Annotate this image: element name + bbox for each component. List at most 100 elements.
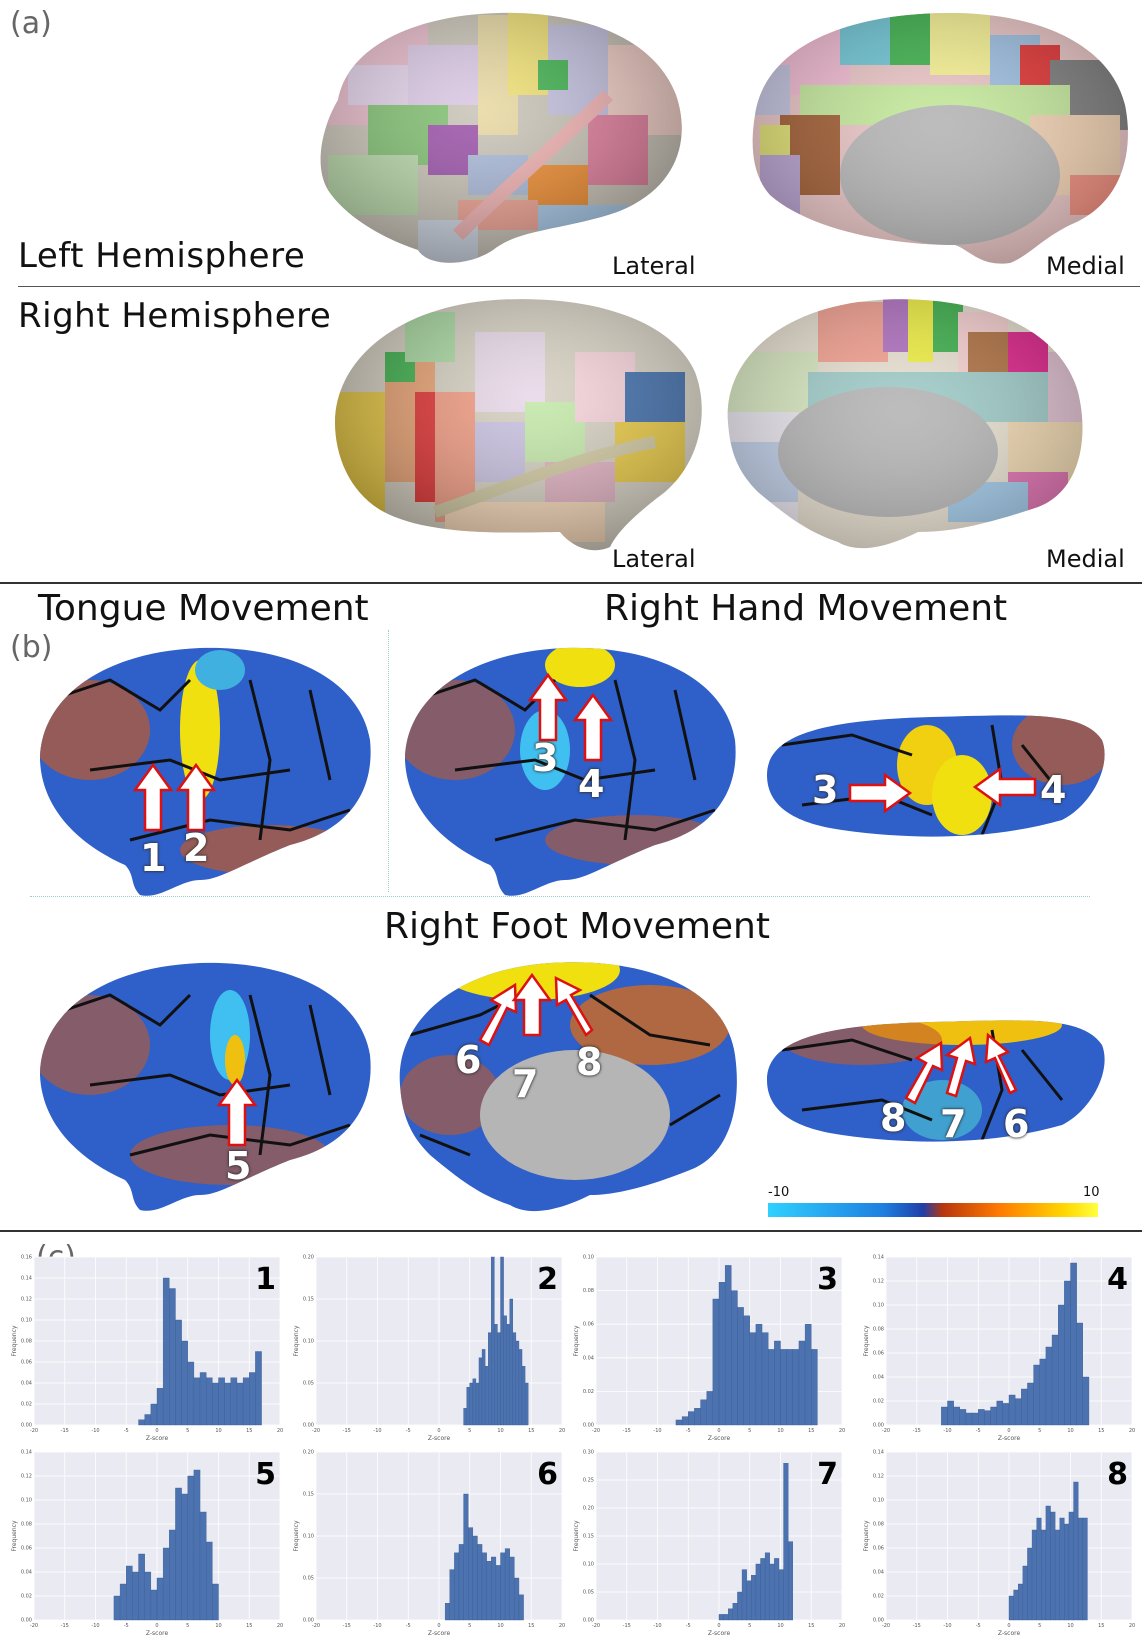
histogram-bar <box>487 1332 492 1426</box>
y-tick-label: 0.10 <box>303 1534 314 1540</box>
histogram-bar <box>965 1412 973 1426</box>
histogram-bar <box>126 1565 133 1621</box>
x-tick-label: -15 <box>61 1428 69 1434</box>
panel-b-c-divider <box>0 1230 1142 1232</box>
x-tick-label: 15 <box>808 1623 814 1629</box>
y-axis-label: Frequency <box>863 1520 870 1551</box>
x-axis-label: Z-score <box>428 1630 451 1637</box>
marker-6-dorsal: 6 <box>1003 1102 1030 1146</box>
panel-a-letter: (a) <box>10 6 52 41</box>
colorbar-min-label: -10 <box>768 1185 790 1200</box>
x-tick-label: 20 <box>277 1623 283 1629</box>
histogram-bar <box>941 1406 948 1426</box>
histogram-bar <box>486 1560 492 1621</box>
histogram-bar <box>1064 1280 1071 1426</box>
y-tick-label: 0.02 <box>21 1402 32 1408</box>
histogram-number: 7 <box>817 1457 838 1492</box>
histogram-bar <box>718 1282 726 1426</box>
histogram-bar <box>491 1256 495 1426</box>
y-tick-label: 0.08 <box>873 1522 884 1528</box>
histogram-bar <box>1033 1364 1040 1426</box>
histogram-bar <box>503 1315 507 1426</box>
x-tick-label: 5 <box>748 1623 751 1629</box>
x-tick-label: 10 <box>497 1623 503 1629</box>
histogram-bar <box>681 1416 689 1426</box>
histogram-number: 4 <box>1107 1262 1128 1297</box>
histogram-bar <box>494 1323 498 1426</box>
histogram-bar <box>199 1511 207 1621</box>
histogram-bar <box>481 1349 486 1426</box>
x-tick-label: 20 <box>839 1623 845 1629</box>
right-lateral-parcellation <box>335 299 702 551</box>
y-axis-label: Frequency <box>573 1325 580 1356</box>
marker-3-dorsal: 3 <box>812 768 839 812</box>
x-axis-label: Z-score <box>428 1435 451 1442</box>
histogram-bar <box>236 1382 244 1426</box>
histogram-bar <box>193 1469 201 1621</box>
left-lateral-label: Lateral <box>612 252 696 280</box>
y-tick-label: 0.00 <box>873 1423 884 1429</box>
x-tick-label: 5 <box>468 1623 471 1629</box>
y-tick-label: 0.00 <box>583 1423 594 1429</box>
histogram-bar <box>230 1377 238 1426</box>
histogram-bar <box>181 1340 188 1426</box>
zscore-colorbar <box>768 1203 1098 1217</box>
y-axis-label: Frequency <box>293 1325 300 1356</box>
histogram-number: 5 <box>255 1457 276 1492</box>
histogram-bar <box>255 1351 262 1426</box>
histogram-bar <box>774 1340 781 1426</box>
hand-foot-divider <box>30 896 1090 897</box>
histogram-bar <box>472 1378 477 1426</box>
x-tick-label: 20 <box>1129 1623 1135 1629</box>
y-tick-label: 0.00 <box>583 1618 594 1624</box>
x-tick-label: -20 <box>882 1623 890 1629</box>
y-tick-label: 0.15 <box>583 1534 594 1540</box>
histogram-bar <box>463 1407 467 1426</box>
x-tick-label: 5 <box>748 1428 751 1434</box>
histogram-bar <box>495 1565 501 1621</box>
histogram-bar <box>497 1332 501 1426</box>
x-tick-label: -5 <box>686 1428 691 1434</box>
y-tick-label: 0.20 <box>583 1506 594 1512</box>
histogram-bar <box>500 1552 506 1621</box>
marker-2: 2 <box>183 826 210 870</box>
y-tick-label: 0.06 <box>583 1322 594 1328</box>
histogram-bar <box>205 1541 213 1621</box>
histogram-bar <box>947 1400 954 1426</box>
y-tick-label: 0.00 <box>303 1423 314 1429</box>
histogram-bar <box>212 1382 219 1426</box>
histogram-bar <box>760 1558 766 1621</box>
histogram-bar <box>449 1569 455 1621</box>
histogram-bar <box>1018 1583 1024 1621</box>
histogram-bar <box>1057 1304 1065 1426</box>
y-tick-label: 0.10 <box>21 1498 32 1504</box>
histogram-bar <box>1051 1334 1059 1426</box>
foot-dorsal-activation-map <box>767 1020 1105 1142</box>
histogram-bar <box>804 1323 812 1426</box>
histogram-bar <box>1082 1517 1088 1621</box>
histogram-bar <box>144 1571 152 1621</box>
histogram-svg-1: -20 -15 -10 -5 0 5 10 15 20 0.00 0.02 0.04 0.06 0.08 0… <box>11 1255 283 1443</box>
y-tick-label: 0.15 <box>303 1492 314 1498</box>
x-tick-label: 5 <box>468 1428 471 1434</box>
histogram-1: -20 -15 -10 -5 0 5 10 15 20 0.00 0.02 0.04 0.06 0.08 0… <box>10 1245 283 1450</box>
histogram-bar <box>675 1419 683 1426</box>
right-foot-movement-title: Right Foot Movement <box>384 906 770 947</box>
panel-a-b-divider <box>0 582 1142 584</box>
x-tick-label: -15 <box>343 1623 351 1629</box>
y-tick-label: 0.04 <box>21 1381 32 1387</box>
x-tick-label: 5 <box>1038 1428 1041 1434</box>
x-tick-label: -15 <box>913 1428 921 1434</box>
marker-1: 1 <box>140 836 167 880</box>
histogram-bar <box>1014 1398 1022 1426</box>
histogram-bar <box>113 1595 121 1621</box>
histogram-bar <box>1039 1358 1047 1426</box>
histogram-bar <box>1041 1529 1047 1621</box>
histogram-bar <box>700 1399 707 1426</box>
histogram-bar <box>749 1332 757 1426</box>
y-tick-label: 0.06 <box>21 1360 32 1366</box>
x-tick-label: -20 <box>592 1623 600 1629</box>
x-tick-label: -20 <box>30 1428 38 1434</box>
histogram-bar <box>724 1265 732 1426</box>
y-tick-label: 0.00 <box>21 1423 32 1429</box>
